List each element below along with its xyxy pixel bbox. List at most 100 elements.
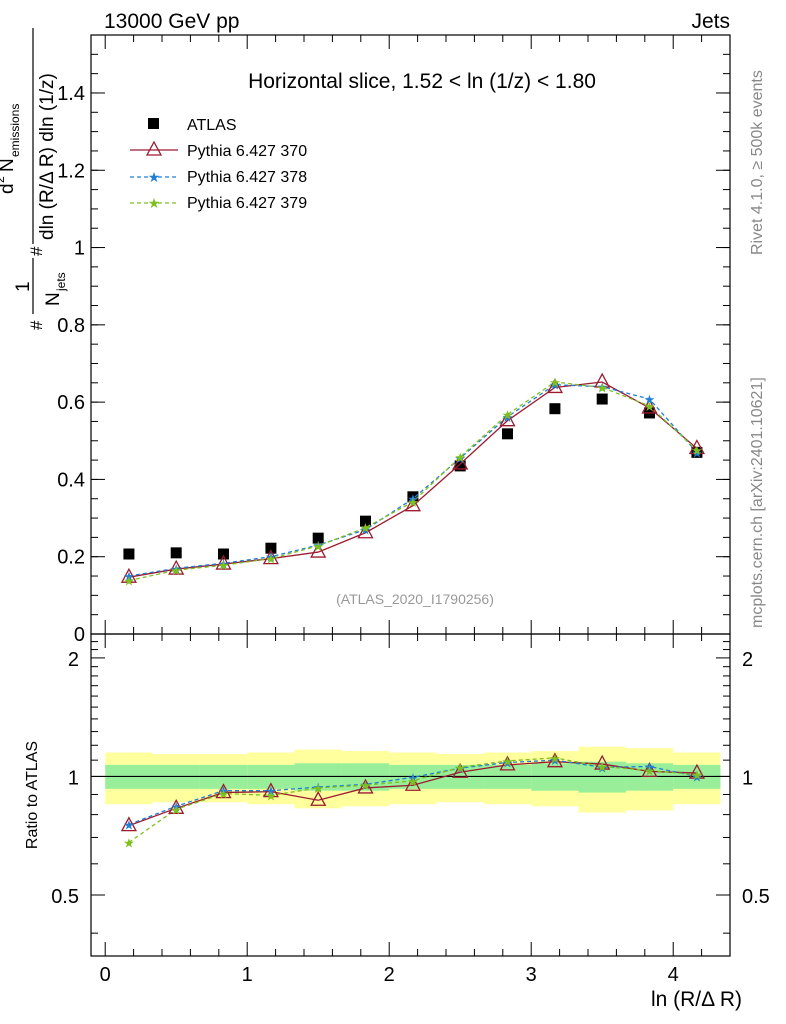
series-point-triangle — [357, 523, 374, 539]
atlas-data-point — [691, 446, 703, 458]
series-line-1 — [128, 381, 698, 578]
ratio-point-triangle — [215, 783, 232, 799]
ylabel-frac2-num-main: N — [0, 158, 18, 172]
legend-label-atlas: ATLAS — [187, 117, 237, 134]
ratio-x-axis: 0 1 2 3 4 — [100, 634, 703, 986]
series-point-triangle — [641, 398, 658, 414]
series-point-star: ★ — [123, 574, 135, 589]
ratio-point-triangle — [357, 778, 374, 794]
ratio-plot-area: ★★★ ★ ★ ★ ★★ ★ ★ ★ ★★★★★ ★ ★ ★ ★★ ★ ★★ ★ ★ — [91, 746, 730, 850]
ratio-point-star: ★ — [218, 784, 230, 799]
legend-item-379: ★ Pythia 6.427 379 — [130, 195, 307, 212]
ratio-y-tick-label: 1 — [68, 767, 79, 789]
ratio-point-star: ★ — [502, 755, 514, 770]
ylabel-frac1-den: N — [43, 292, 64, 306]
ratio-point-triangle — [452, 762, 469, 778]
ratio-point-star: ★ — [312, 781, 324, 796]
atlas-data-point — [170, 547, 182, 559]
legend-item-378: ★ Pythia 6.427 378 — [130, 169, 307, 186]
legend-marker-370 — [145, 140, 163, 156]
series-point-star: ★ — [170, 561, 182, 576]
series-point-star: ★ — [596, 380, 608, 395]
series-point-triangle — [168, 559, 185, 575]
legend-label-378: Pythia 6.427 378 — [187, 169, 307, 186]
y-tick-label: 0 — [74, 624, 85, 646]
main-plot-area: ★★ ★ ★★★★★★★ ★★★★★ ★ ★★★★★★★ ★★★ — [120, 372, 706, 589]
ratio-point-star: ★ — [218, 787, 230, 802]
ratio-point-star: ★ — [691, 769, 703, 784]
series-point-star: ★ — [218, 556, 230, 571]
ylabel-frac2-num: d — [0, 183, 18, 194]
series-point-star: ★ — [691, 443, 703, 458]
ratio-y-tick-label: 0.5 — [51, 886, 79, 908]
ratio-point-star: ★ — [407, 770, 419, 785]
series-point-triangle — [215, 554, 232, 570]
series-point-star: ★ — [644, 392, 656, 407]
ratio-y-tick-label-right: 2 — [742, 649, 753, 671]
ratio-point-star: ★ — [170, 799, 182, 814]
watermark: (ATLAS_2020_I1790256) — [336, 591, 494, 607]
ratio-point-triangle — [546, 752, 564, 768]
series-point-star: ★ — [502, 407, 514, 422]
legend-label-370: Pythia 6.427 370 — [187, 143, 307, 160]
series-line-3 — [128, 381, 698, 582]
series-point-triangle — [310, 542, 327, 558]
ylabel-hash-2: # — [27, 246, 46, 256]
ratio-point-triangle — [499, 755, 516, 771]
series-point-triangle — [120, 567, 138, 583]
series-point-star: ★ — [218, 558, 230, 573]
atlas-data-point — [596, 393, 608, 405]
ratio-point-star: ★ — [265, 784, 277, 799]
atlas-data-point — [312, 532, 324, 544]
ratio-point-triangle — [641, 762, 658, 778]
ratio-point-star: ★ — [123, 835, 135, 850]
ylabel-frac2-num-sup: 2 — [0, 176, 7, 183]
series-point-star: ★ — [596, 380, 608, 395]
series-point-star: ★ — [265, 552, 277, 567]
ratio-line-3 — [128, 757, 697, 843]
atlas-data-point — [265, 542, 277, 554]
atlas-data-point — [454, 460, 466, 472]
ratio-point-triangle — [594, 754, 611, 770]
mcplots-label: mcplots.cern.ch [arXiv:2401.10621] — [749, 377, 766, 628]
series-point-star: ★ — [312, 538, 324, 553]
ratio-frame — [90, 633, 731, 957]
ratio-point-star: ★ — [407, 774, 419, 789]
legend-marker-378: ★ — [148, 169, 161, 185]
atlas-data-point — [123, 548, 135, 560]
series-point-triangle — [452, 454, 469, 470]
series-point-triangle — [499, 411, 516, 427]
series-point-star: ★ — [265, 550, 277, 565]
atlas-data-point — [549, 403, 561, 415]
series-point-star: ★ — [454, 450, 466, 465]
ratio-y-axis: 0.5 0.5 1 1 2 2 — [51, 641, 770, 934]
x-axis-label: ln (R/Δ R) — [651, 988, 742, 1011]
ratio-point-star: ★ — [502, 754, 514, 769]
ratio-point-triangle — [120, 816, 138, 832]
ratio-point-star: ★ — [454, 761, 466, 776]
legend-item-370: Pythia 6.427 370 — [130, 140, 307, 160]
series-point-star: ★ — [644, 399, 656, 414]
ratio-point-star: ★ — [312, 780, 324, 795]
series-line-2 — [128, 384, 698, 577]
ratio-point-triangle — [688, 763, 706, 779]
ratio-y-tick-label-right: 0.5 — [742, 886, 770, 908]
series-point-star: ★ — [407, 492, 419, 507]
ratio-point-star: ★ — [691, 768, 703, 783]
ratio-point-star: ★ — [454, 760, 466, 775]
ratio-point-triangle — [262, 782, 280, 798]
x-tick-label: 2 — [384, 964, 395, 986]
ratio-point-triangle — [404, 775, 422, 791]
ylabel-frac1-den-sub: jets — [54, 272, 68, 292]
y-tick-label: 1.2 — [57, 160, 85, 182]
series-point-triangle — [688, 439, 706, 455]
ratio-point-star: ★ — [549, 753, 561, 768]
series-point-triangle — [262, 549, 280, 565]
series-point-triangle — [594, 372, 611, 388]
y-tick-label: 0.2 — [57, 547, 85, 569]
main-panel: ★★ ★ ★★★★★★★ ★★★★★ ★ ★★★★★★★ ★★★ Horizontal sl… — [0, 28, 731, 646]
series-point-star: ★ — [454, 451, 466, 466]
series-point-star: ★ — [312, 539, 324, 554]
ratio-panel: ★★★ ★ ★ ★ ★★ ★ ★ ★ ★★★★★ ★ ★ ★ ★★ ★ ★★ ★ ★ 0.5 0.5 1 1 2 2 0 1… — [24, 633, 770, 1011]
series-point-star: ★ — [360, 523, 372, 538]
